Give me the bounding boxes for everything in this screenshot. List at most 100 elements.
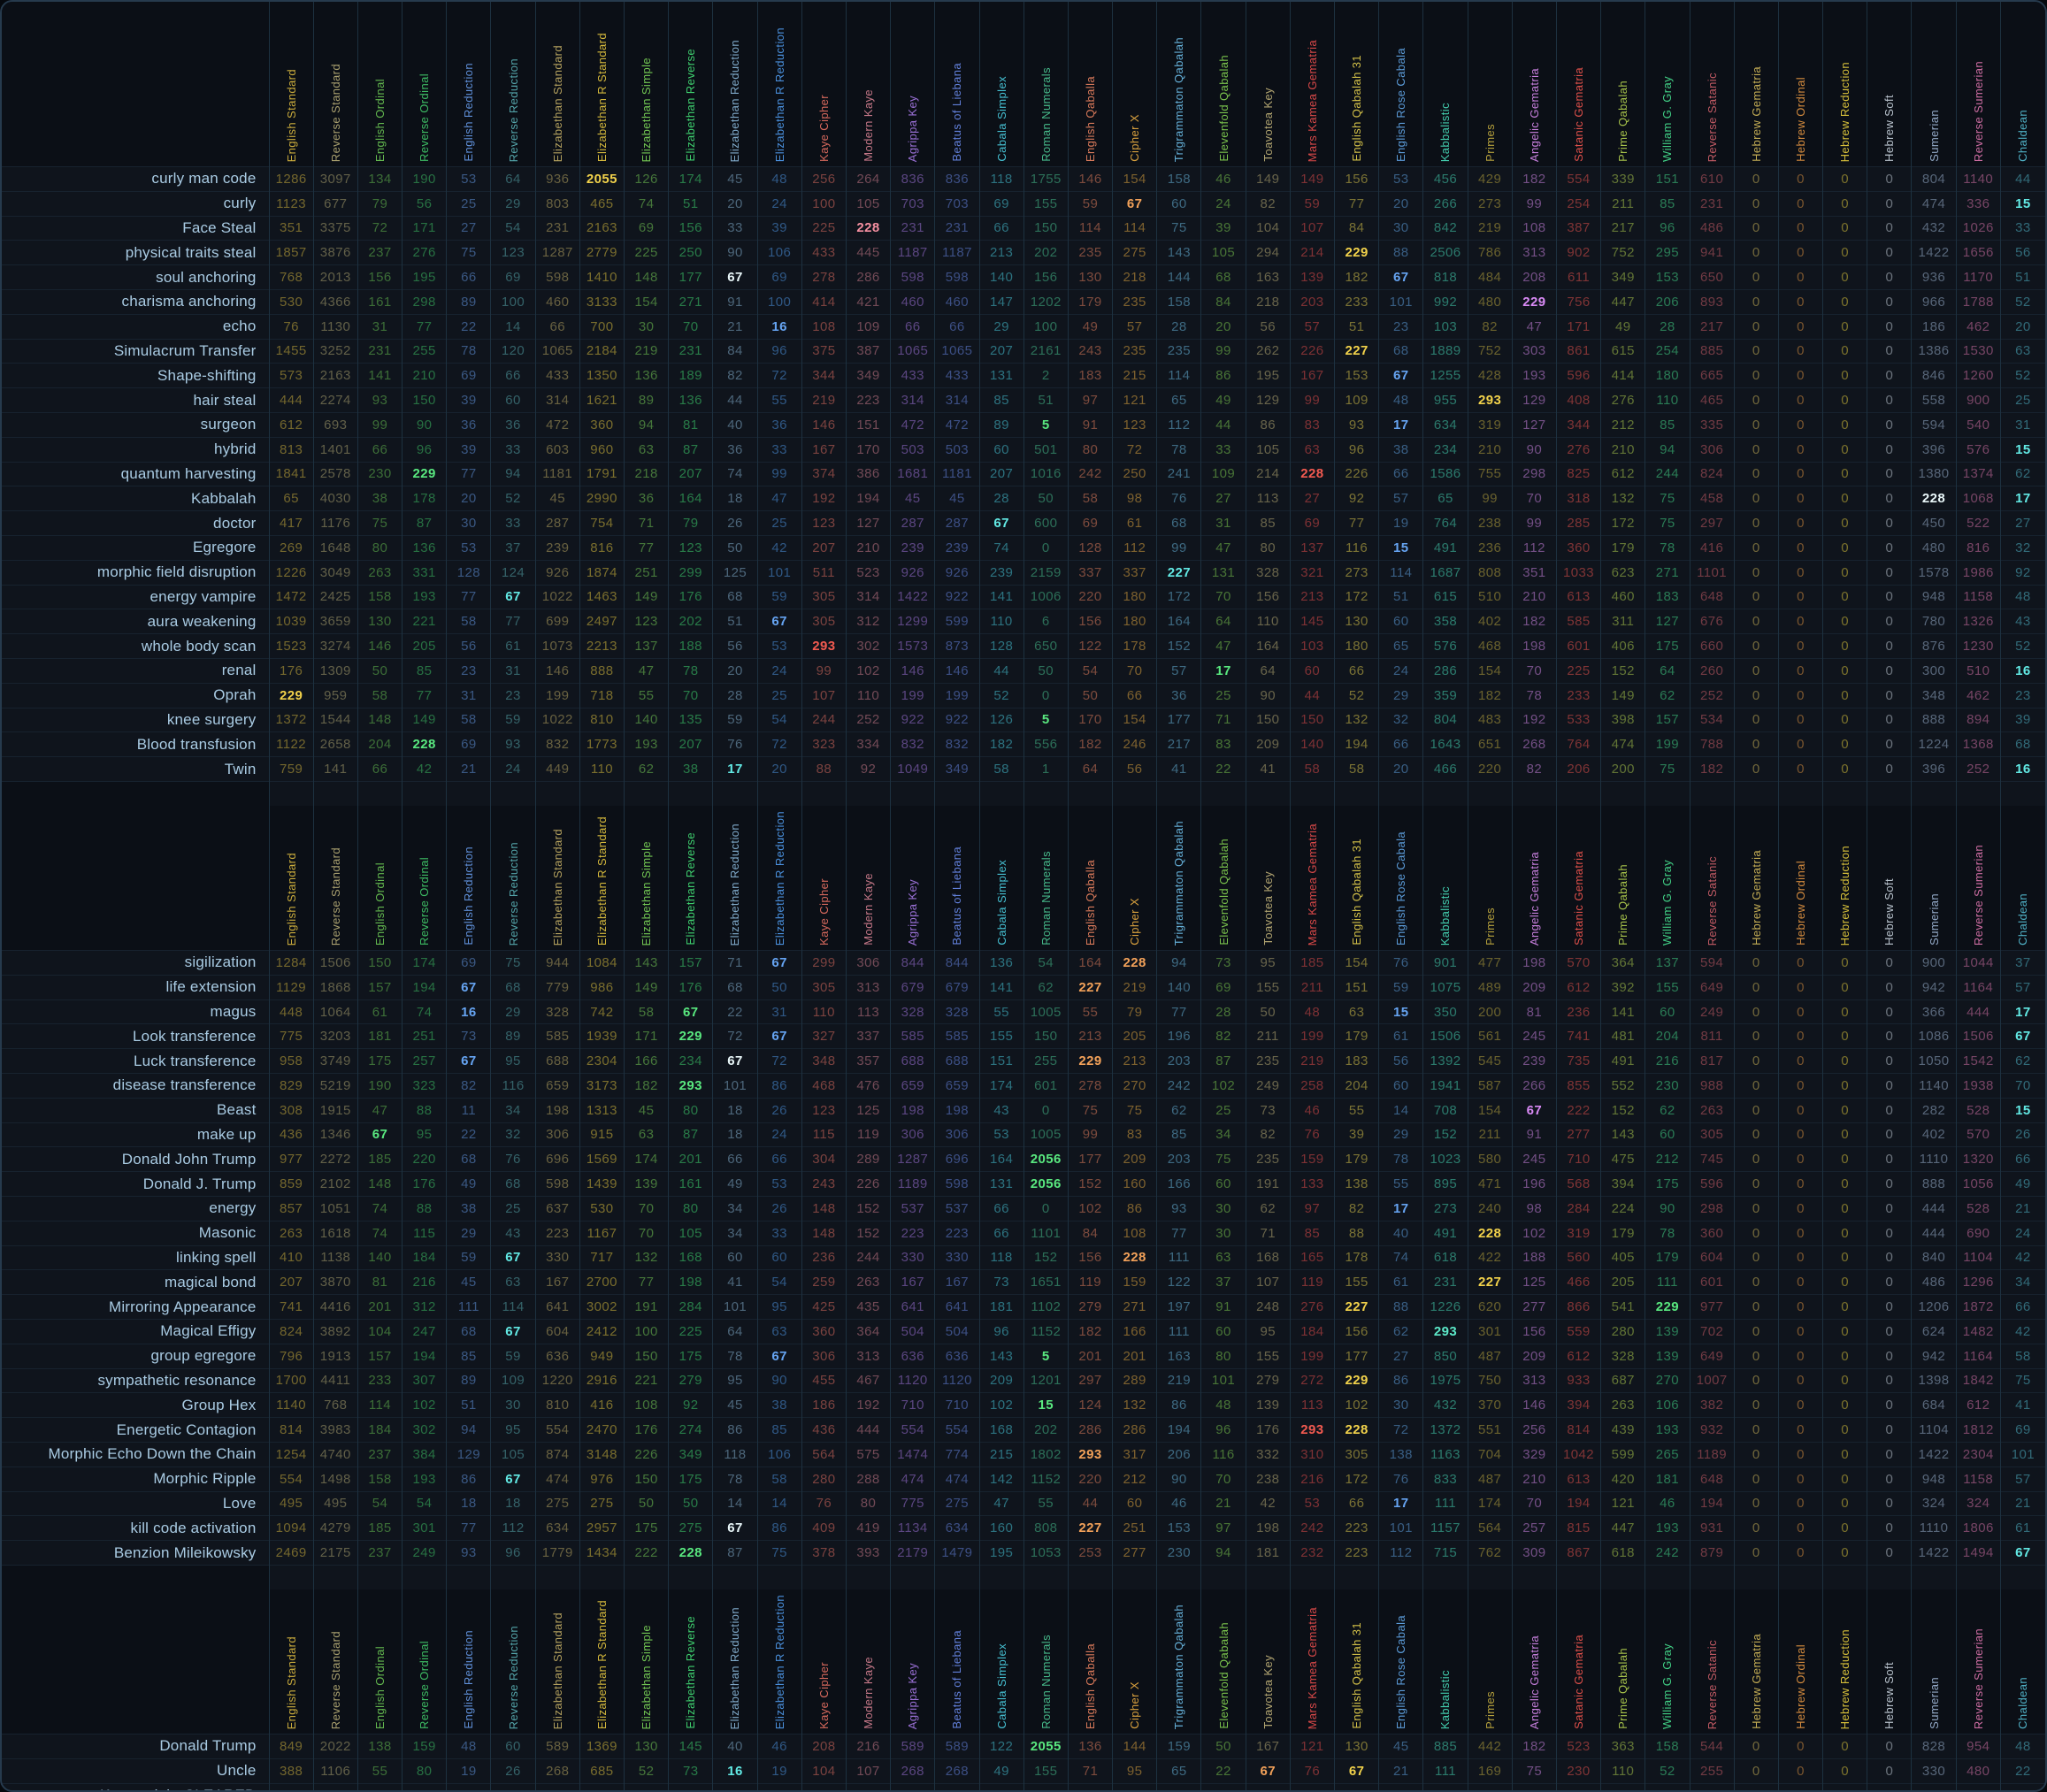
- column-header-elizabethan-reduction[interactable]: Elizabethan Reduction: [712, 2, 758, 167]
- column-header-hebrew-reduction[interactable]: Hebrew Reduction: [1822, 805, 1867, 951]
- column-header-william-g-gray[interactable]: William G. Gray: [1644, 1589, 1690, 1735]
- phrase-label[interactable]: Energetic Contagion: [2, 1417, 269, 1443]
- column-header-reverse-standard[interactable]: Reverse Standard: [312, 1589, 358, 1735]
- column-header-cabala-simplex[interactable]: Cabala Simplex: [978, 805, 1024, 951]
- phrase-label[interactable]: kill code activation: [2, 1515, 269, 1541]
- column-header-beatus-of-liebana[interactable]: Beatus of Liebana: [934, 805, 979, 951]
- column-header-roman-numerals[interactable]: Roman Numerals: [1023, 1589, 1069, 1735]
- column-header-angelic-gematria[interactable]: Angelic Gematria: [1511, 805, 1557, 951]
- phrase-label[interactable]: Twin: [2, 756, 269, 782]
- column-header-english-ordinal[interactable]: English Ordinal: [356, 1589, 402, 1735]
- column-header-angelic-gematria[interactable]: Angelic Gematria: [1511, 2, 1557, 167]
- column-header-english-qabalah-31[interactable]: English Qabalah 31: [1333, 2, 1379, 167]
- column-header-hebrew-soft[interactable]: Hebrew Soft: [1867, 805, 1912, 951]
- column-header-reverse-standard[interactable]: Reverse Standard: [312, 805, 358, 951]
- column-header-prime-qabalah[interactable]: Prime Qabalah: [1600, 2, 1645, 167]
- column-header-agrippa-key[interactable]: Agrippa Key: [890, 2, 935, 167]
- column-header-hebrew-gematria[interactable]: Hebrew Gematria: [1733, 805, 1779, 951]
- phrase-label[interactable]: Blood transfusion: [2, 731, 269, 757]
- column-header-sumerian[interactable]: Sumerian: [1911, 805, 1957, 951]
- phrase-label[interactable]: Face Steal: [2, 215, 269, 241]
- column-header-trigrammaton-qabalah[interactable]: Trigrammaton Qabalah: [1156, 1589, 1201, 1735]
- phrase-label[interactable]: magus: [2, 999, 269, 1024]
- column-header-english-ordinal[interactable]: English Ordinal: [356, 805, 402, 951]
- column-header-elizabethan-simple[interactable]: Elizabethan Simple: [623, 1589, 669, 1735]
- column-header-hebrew-ordinal[interactable]: Hebrew Ordinal: [1777, 1589, 1823, 1735]
- phrase-label[interactable]: Oprah: [2, 682, 269, 708]
- phrase-label[interactable]: Magical Effigy: [2, 1318, 269, 1344]
- column-header-toavotea-key[interactable]: Toavotea Key: [1245, 2, 1291, 167]
- column-header-hebrew-reduction[interactable]: Hebrew Reduction: [1822, 2, 1867, 167]
- column-header-english-reduction[interactable]: English Reduction: [446, 805, 491, 951]
- phrase-label[interactable]: curly: [2, 190, 269, 217]
- column-header-hebrew-ordinal[interactable]: Hebrew Ordinal: [1777, 2, 1823, 167]
- phrase-label[interactable]: morphic field disruption: [2, 559, 269, 586]
- column-header-elizabethan-r-reduction[interactable]: Elizabethan R Reduction: [756, 805, 802, 951]
- column-header-reverse-ordinal[interactable]: Reverse Ordinal: [402, 2, 447, 167]
- phrase-label[interactable]: curly man code: [2, 166, 269, 192]
- phrase-label[interactable]: renal: [2, 657, 269, 684]
- phrase-label[interactable]: Look transference: [2, 1023, 269, 1049]
- column-header-english-standard[interactable]: English Standard: [268, 2, 314, 167]
- column-header-reverse-reduction[interactable]: Reverse Reduction: [490, 1589, 536, 1735]
- column-header-kaye-cipher[interactable]: Kaye Cipher: [801, 1589, 847, 1735]
- column-header-chaldean[interactable]: Chaldean: [1999, 2, 2045, 167]
- column-header-william-g-gray[interactable]: William G. Gray: [1644, 2, 1690, 167]
- column-header-elevenfold-qabalah[interactable]: Elevenfold Qabalah: [1200, 1589, 1246, 1735]
- phrase-label[interactable]: group egregore: [2, 1343, 269, 1369]
- column-header-agrippa-key[interactable]: Agrippa Key: [890, 805, 935, 951]
- column-header-mars-kamea-gematria[interactable]: Mars Kamea Gematria: [1289, 2, 1335, 167]
- column-header-cabala-simplex[interactable]: Cabala Simplex: [978, 2, 1024, 167]
- column-header-chaldean[interactable]: Chaldean: [1999, 1589, 2045, 1735]
- column-header-english-reduction[interactable]: English Reduction: [446, 1589, 491, 1735]
- column-header-reverse-ordinal[interactable]: Reverse Ordinal: [402, 805, 447, 951]
- phrase-label[interactable]: soul anchoring: [2, 264, 269, 290]
- column-header-elizabethan-reverse[interactable]: Elizabethan Reverse: [668, 2, 713, 167]
- phrase-label[interactable]: aura weakening: [2, 609, 269, 634]
- phrase-label[interactable]: Morphic Ripple: [2, 1466, 269, 1492]
- phrase-label[interactable]: whole body scan: [2, 633, 269, 659]
- column-header-modern-kaye[interactable]: Modern Kaye: [845, 805, 891, 951]
- column-header-english-qaballa[interactable]: English Qaballa: [1067, 1589, 1113, 1735]
- column-header-beatus-of-liebana[interactable]: Beatus of Liebana: [934, 2, 979, 167]
- column-header-elizabethan-reduction[interactable]: Elizabethan Reduction: [712, 1589, 758, 1735]
- phrase-label[interactable]: Simulacrum Transfer: [2, 338, 269, 364]
- column-header-hebrew-ordinal[interactable]: Hebrew Ordinal: [1777, 805, 1823, 951]
- column-header-beatus-of-liebana[interactable]: Beatus of Liebana: [934, 1589, 979, 1735]
- column-header-english-standard[interactable]: English Standard: [268, 805, 314, 951]
- phrase-label[interactable]: Luck transference: [2, 1048, 269, 1074]
- column-header-primes[interactable]: Primes: [1467, 2, 1513, 167]
- phrase-label[interactable]: Morphic Echo Down the Chain: [2, 1441, 269, 1467]
- column-header-cabala-simplex[interactable]: Cabala Simplex: [978, 1589, 1024, 1735]
- phrase-label[interactable]: Egregore: [2, 534, 269, 561]
- phrase-label[interactable]: make up: [2, 1122, 269, 1147]
- column-header-english-standard[interactable]: English Standard: [268, 1589, 314, 1735]
- column-header-reverse-satanic[interactable]: Reverse Satanic: [1689, 805, 1735, 951]
- column-header-toavotea-key[interactable]: Toavotea Key: [1245, 1589, 1291, 1735]
- phrase-label[interactable]: doctor: [2, 510, 269, 536]
- column-header-reverse-satanic[interactable]: Reverse Satanic: [1689, 1589, 1735, 1735]
- column-header-elizabethan-r-reduction[interactable]: Elizabethan R Reduction: [756, 2, 802, 167]
- column-header-english-reduction[interactable]: English Reduction: [446, 2, 491, 167]
- column-header-hebrew-gematria[interactable]: Hebrew Gematria: [1733, 2, 1779, 167]
- column-header-satanic-gematria[interactable]: Satanic Gematria: [1555, 805, 1601, 951]
- column-header-primes[interactable]: Primes: [1467, 805, 1513, 951]
- column-header-elizabethan-simple[interactable]: Elizabethan Simple: [623, 805, 669, 951]
- column-header-elevenfold-qabalah[interactable]: Elevenfold Qabalah: [1200, 805, 1246, 951]
- phrase-label[interactable]: Donald Trump: [2, 1734, 269, 1759]
- column-header-sumerian[interactable]: Sumerian: [1911, 2, 1957, 167]
- column-header-elevenfold-qabalah[interactable]: Elevenfold Qabalah: [1200, 2, 1246, 167]
- phrase-label[interactable]: Donald John Trump: [2, 1146, 269, 1172]
- column-header-kabbalistic[interactable]: Kabbalistic: [1422, 805, 1468, 951]
- column-header-toavotea-key[interactable]: Toavotea Key: [1245, 805, 1291, 951]
- column-header-roman-numerals[interactable]: Roman Numerals: [1023, 2, 1069, 167]
- column-header-elizabethan-r-standard[interactable]: Elizabethan R Standard: [579, 1589, 625, 1735]
- phrase-label[interactable]: disease transference: [2, 1073, 269, 1099]
- phrase-label[interactable]: Group Hex: [2, 1392, 269, 1418]
- column-header-english-qabalah-31[interactable]: English Qabalah 31: [1333, 805, 1379, 951]
- phrase-label[interactable]: Shape-shifting: [2, 363, 269, 388]
- phrase-label[interactable]: magical bond: [2, 1269, 269, 1295]
- phrase-label[interactable]: charisma anchoring: [2, 288, 269, 315]
- phrase-label[interactable]: surgeon: [2, 411, 269, 438]
- phrase-label[interactable]: Karma debt CLEARED: [2, 1782, 269, 1790]
